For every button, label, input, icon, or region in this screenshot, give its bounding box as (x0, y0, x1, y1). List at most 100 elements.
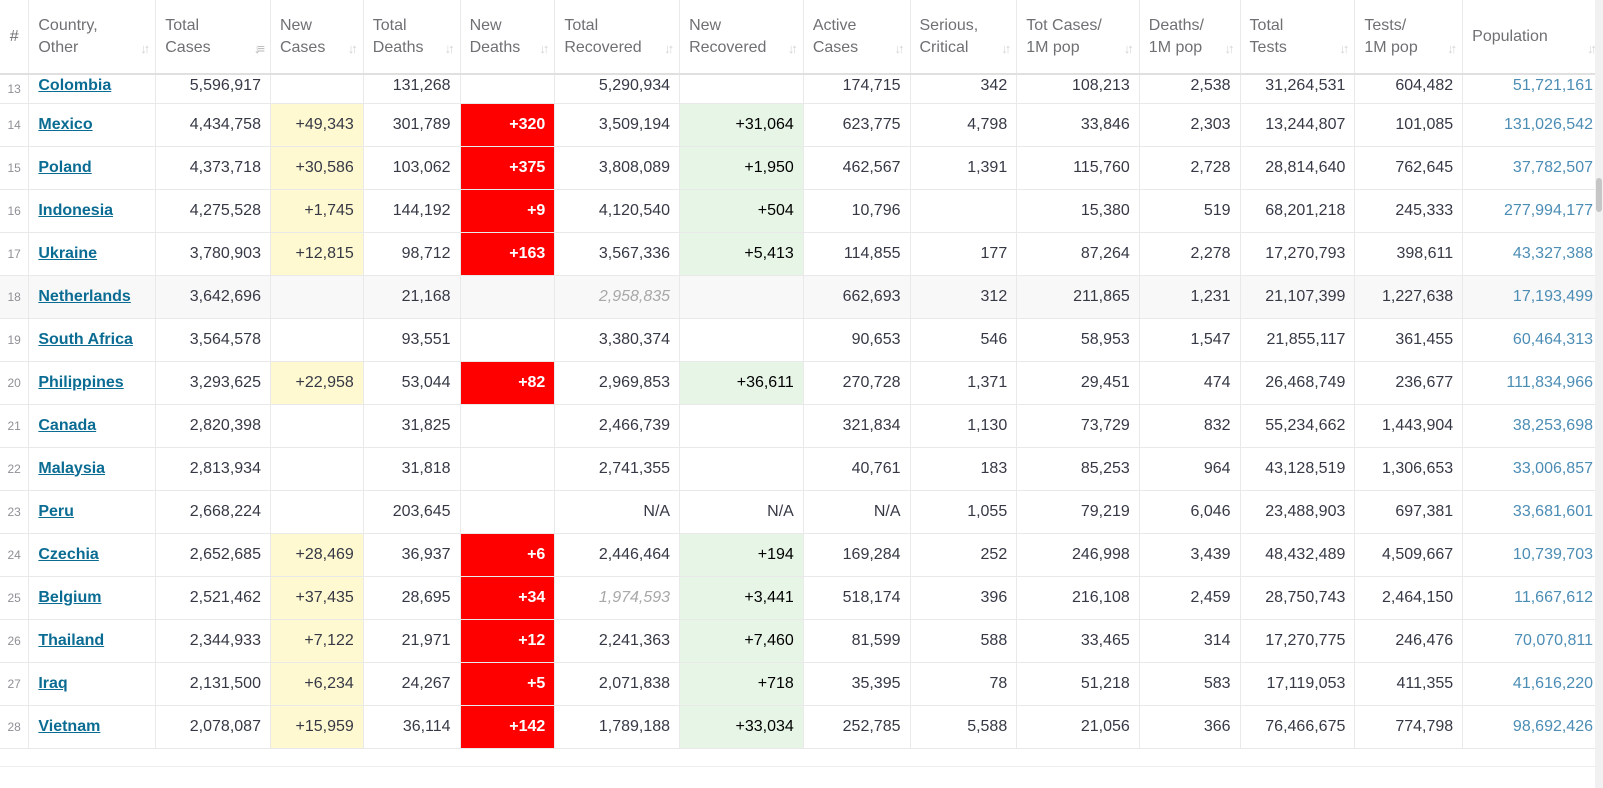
header-label: Total Tests (1249, 16, 1287, 56)
cell-total-deaths: 131,268 (363, 74, 461, 104)
header-population[interactable]: Population ↓↑ (1462, 0, 1603, 75)
cell-new-cases: +6,234 (270, 662, 364, 706)
header-active-cases[interactable]: Active Cases ↓↑ (803, 0, 911, 75)
country-link[interactable]: Colombia (38, 77, 112, 94)
table-row: 26 Thailand 2,344,933 +7,122 21,971 +12 2,241,… (0, 619, 1603, 663)
cell-deaths-per-million: 964 (1139, 447, 1241, 491)
cell-serious-critical: 5,588 (910, 705, 1018, 749)
cell-new-recovered: +504 (679, 189, 804, 233)
cell-total-tests: 21,855,117 (1240, 318, 1356, 362)
header-label: Total Cases (165, 16, 211, 56)
header-total-deaths[interactable]: Total Deaths ↓↑ (363, 0, 461, 75)
country-link[interactable]: Poland (38, 158, 92, 176)
cell-country: South Africa (28, 318, 157, 362)
header-country[interactable]: Country, Other ↓↑ (28, 0, 157, 75)
cell-new-recovered (679, 318, 804, 362)
cell-rank: 28 (0, 705, 30, 749)
cell-new-cases: +37,435 (270, 576, 364, 620)
scrollbar-thumb[interactable] (1596, 178, 1602, 212)
header-rank[interactable]: # (0, 0, 30, 75)
country-link[interactable]: Peru (38, 502, 74, 520)
cell-serious-critical: 1,391 (910, 146, 1018, 190)
country-link[interactable]: Thailand (38, 631, 105, 649)
header-new-deaths[interactable]: New Deaths ↓↑ (460, 0, 556, 75)
cell-total-cases: 2,521,462 (155, 576, 271, 620)
cell-deaths-per-million: 519 (1139, 189, 1241, 233)
table-row: 13 Colombia 5,596,917 131,268 5,290,934 174,7… (0, 74, 1603, 104)
cell-serious-critical: 546 (910, 318, 1018, 362)
cell-cases-per-million: 108,213 (1016, 74, 1140, 104)
country-link[interactable]: Czechia (38, 545, 99, 563)
table-row: 17 Ukraine 3,780,903 +12,815 98,712 +163 3,567… (0, 232, 1603, 276)
country-link[interactable]: Netherlands (38, 287, 131, 305)
header-serious-critical[interactable]: Serious, Critical ↓↑ (910, 0, 1018, 75)
cell-total-tests: 68,201,218 (1240, 189, 1356, 233)
cell-country: Vietnam (28, 705, 157, 749)
cell-total-deaths: 98,712 (363, 232, 461, 276)
header-label: Deaths/ 1M pop (1148, 16, 1204, 56)
header-total-tests[interactable]: Total Tests ↓↑ (1240, 0, 1356, 75)
cell-active-cases: 462,567 (803, 146, 911, 190)
header-cases-per-million[interactable]: Tot Cases/ 1M pop ↓↑ (1016, 0, 1140, 75)
country-link[interactable]: South Africa (38, 330, 133, 348)
cell-cases-per-million: 29,451 (1016, 361, 1140, 405)
cell-total-cases: 3,780,903 (155, 232, 271, 276)
cell-serious-critical: 177 (910, 232, 1018, 276)
country-link[interactable]: Ukraine (38, 244, 98, 262)
cell-rank: 25 (0, 576, 30, 620)
header-label: Country, Other (38, 16, 98, 56)
cell-total-cases: 2,652,685 (155, 533, 271, 577)
cell-new-deaths: +82 (460, 361, 556, 405)
header-label: New Deaths (469, 16, 521, 56)
cell-country: Poland (28, 146, 157, 190)
cell-population: 51,721,161 (1462, 74, 1603, 104)
cell-total-deaths: 31,825 (363, 404, 461, 448)
cell-total-tests: 26,468,749 (1240, 361, 1356, 405)
cell-active-cases: 81,599 (803, 619, 911, 663)
country-link[interactable]: Malaysia (38, 459, 106, 477)
cell-cases-per-million: 87,264 (1016, 232, 1140, 276)
cell-country: Indonesia (28, 189, 157, 233)
cell-new-cases: +49,343 (270, 103, 364, 147)
cell-total-deaths: 103,062 (363, 146, 461, 190)
sort-icon: ↓↑ (1447, 41, 1457, 56)
scrollbar[interactable] (1595, 0, 1603, 788)
country-link[interactable]: Indonesia (38, 201, 114, 219)
country-link[interactable]: Iraq (38, 674, 68, 692)
sort-icon: ↓↑ (1224, 41, 1235, 56)
cell-cases-per-million: 21,056 (1016, 705, 1140, 749)
country-link[interactable]: Canada (38, 416, 97, 434)
header-label: New Recovered (689, 16, 767, 56)
cell-deaths-per-million: 2,278 (1139, 232, 1241, 276)
header-tests-per-million[interactable]: Tests/ 1M pop ↓↑ (1354, 0, 1464, 75)
cell-population: 17,193,499 (1462, 275, 1603, 319)
cell-population: 41,616,220 (1462, 662, 1603, 706)
cell-serious-critical: 1,055 (910, 490, 1018, 534)
cell-deaths-per-million: 366 (1139, 705, 1241, 749)
cell-total-recovered: 1,974,593 (554, 576, 681, 620)
cell-total-recovered: 2,241,363 (554, 619, 681, 663)
cell-country: Belgium (28, 576, 157, 620)
cell-cases-per-million: 79,219 (1016, 490, 1140, 534)
sort-icon: ↓↑ (1339, 41, 1349, 56)
country-link[interactable]: Vietnam (38, 717, 101, 735)
cell-new-cases (270, 490, 364, 534)
cell-deaths-per-million: 2,538 (1139, 74, 1241, 104)
cell-tests-per-million: 697,381 (1354, 490, 1464, 534)
country-link[interactable]: Philippines (38, 373, 124, 391)
cell-new-cases: +7,122 (270, 619, 364, 663)
cell-new-cases (270, 404, 364, 448)
cell-total-tests: 43,128,519 (1240, 447, 1356, 491)
cell-new-cases: +22,958 (270, 361, 364, 405)
cell-total-deaths: 36,114 (363, 705, 461, 749)
header-deaths-per-million[interactable]: Deaths/ 1M pop ↓↑ (1139, 0, 1241, 75)
cell-total-cases: 2,820,398 (155, 404, 271, 448)
header-total-recovered[interactable]: Total Recovered ↓↑ (554, 0, 681, 75)
header-new-recovered[interactable]: New Recovered ↓↑ (679, 0, 804, 75)
cell-active-cases: 90,653 (803, 318, 911, 362)
header-new-cases[interactable]: New Cases ↓↑ (270, 0, 364, 75)
cell-population: 33,006,857 (1462, 447, 1603, 491)
header-total-cases[interactable]: Total Cases ↓≡ (155, 0, 271, 75)
country-link[interactable]: Belgium (38, 588, 102, 606)
country-link[interactable]: Mexico (38, 115, 93, 133)
